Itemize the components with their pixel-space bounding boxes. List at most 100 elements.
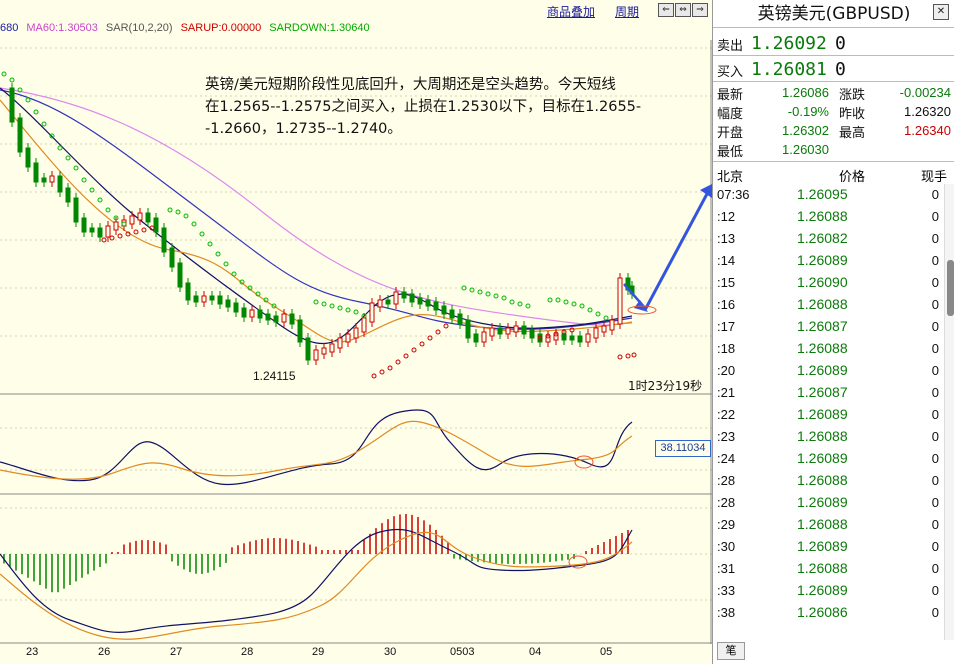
- date-tick: 0503: [450, 646, 475, 658]
- sar-dot-red: [403, 353, 409, 359]
- candle-body: [449, 309, 455, 319]
- sar-dot-red: [109, 235, 115, 241]
- tick-row: :24 1.26089 0: [713, 448, 945, 470]
- stat-change-value: -0.00234: [899, 85, 951, 100]
- tick-volume: 0: [931, 231, 939, 246]
- sar-dot-red: [395, 359, 401, 365]
- buy-volume: 0: [835, 59, 846, 80]
- candle-body: [41, 177, 47, 183]
- period-link[interactable]: 周期: [615, 5, 640, 19]
- candle-body: [393, 291, 399, 305]
- sar-dot-green: [587, 307, 593, 313]
- tick-time: :17: [717, 319, 736, 334]
- ma-fast-line: [0, 87, 633, 344]
- ticks-list[interactable]: 07:36 1.26095 0:12 1.26088 0:13 1.26082 0:14 1.…: [713, 184, 954, 640]
- chart-area[interactable]: 商品叠加 周期 ⇐ ⇔ ⇒ 680 MA60:1.30503 SAR(10,2,…: [0, 0, 712, 664]
- overlay-link[interactable]: 商品叠加: [547, 5, 596, 19]
- date-tick: 28: [241, 646, 254, 658]
- scrollbar-thumb[interactable]: [947, 260, 954, 316]
- sell-row: 卖出 1.26092 0: [713, 30, 954, 56]
- tick-volume: 0: [931, 583, 939, 598]
- stat-latest: 最新 1.26086: [717, 85, 829, 103]
- candle-body: [513, 325, 519, 333]
- tick-volume: 0: [931, 495, 939, 510]
- nav-fit-icon[interactable]: ⇔: [675, 3, 691, 17]
- tick-time: :13: [717, 231, 736, 246]
- tick-time: :21: [717, 385, 736, 400]
- arrow-line: [643, 191, 710, 311]
- tick-volume: 0: [931, 275, 939, 290]
- stat-high-value: 1.26340: [904, 123, 951, 138]
- sar-dot-green: [321, 301, 327, 307]
- candle-body: [577, 335, 583, 343]
- candle-body: [489, 327, 495, 337]
- candle-body: [289, 313, 295, 325]
- sar-dot-green: [247, 285, 253, 291]
- tick-volume: 0: [931, 297, 939, 312]
- sar-dot-red: [435, 329, 441, 335]
- date-axis: 23 26 27 28 29 30 0503 04 05: [0, 644, 712, 664]
- tick-row: 07:36 1.26095 0: [713, 184, 945, 206]
- chart-toolbar: 商品叠加 周期 ⇐ ⇔ ⇒: [0, 0, 712, 20]
- candle-body: [497, 327, 503, 335]
- tab-ticks[interactable]: 笔: [717, 642, 745, 660]
- stat-low: 最低 1.26030: [717, 142, 829, 160]
- sar-dot-green: [25, 97, 31, 103]
- tick-price: 1.26089: [797, 538, 848, 554]
- sar-label: SAR(10,2,20): [105, 22, 173, 34]
- tick-price: 1.26088: [797, 428, 848, 444]
- candle-body: [281, 313, 287, 323]
- ma-mid-line: [0, 89, 633, 330]
- sar-dot-red: [371, 373, 377, 379]
- nav-left-icon[interactable]: ⇐: [658, 3, 674, 17]
- macd-signal-line: [0, 531, 633, 640]
- date-tick: 27: [170, 646, 183, 658]
- candle-body: [425, 299, 431, 307]
- tick-row: :28 1.26089 0: [713, 492, 945, 514]
- tick-price: 1.26089: [797, 362, 848, 378]
- stats-block: 最新 1.26086 涨跌 -0.00234 幅度 -0.19% 昨收 1.26…: [713, 82, 954, 162]
- tick-time: :20: [717, 363, 736, 378]
- sar-dot-green: [73, 165, 79, 171]
- tick-time: :28: [717, 495, 736, 510]
- buy-label: 买入: [717, 65, 744, 80]
- candle-body: [545, 335, 551, 343]
- candle-body: [33, 162, 39, 183]
- sar-dot-red: [133, 229, 139, 235]
- candle-body: [249, 309, 255, 318]
- sar-dot-red: [379, 369, 385, 375]
- tick-row: :18 1.26088 0: [713, 338, 945, 360]
- candle-body: [177, 262, 183, 288]
- candle-body: [377, 299, 383, 308]
- candle-body: [561, 333, 567, 341]
- candle-body: [617, 277, 623, 325]
- candle-body: [17, 117, 23, 153]
- highlight-ellipse: [627, 305, 657, 315]
- sar-dot-green: [345, 307, 351, 313]
- candle-body: [81, 217, 87, 233]
- price-chart[interactable]: [0, 40, 712, 644]
- tick-price: 1.26086: [797, 604, 848, 620]
- sar-dot-green: [525, 303, 531, 309]
- tick-time: :30: [717, 539, 736, 554]
- date-tick: 30: [384, 646, 397, 658]
- close-icon[interactable]: ✕: [933, 4, 949, 20]
- tick-price: 1.26089: [797, 494, 848, 510]
- sar-dot-green: [223, 261, 229, 267]
- annotation-line-3: -1.2660，1.2735--1.2740。: [205, 121, 402, 137]
- tick-volume: 0: [931, 407, 939, 422]
- tick-time: :22: [717, 407, 736, 422]
- candle-body: [441, 305, 447, 315]
- ticks-scrollbar[interactable]: [944, 184, 954, 640]
- nav-right-icon[interactable]: ⇒: [692, 3, 708, 17]
- sar-dot-green: [207, 241, 213, 247]
- sar-dot-red: [101, 237, 107, 243]
- tick-row: :16 1.26088 0: [713, 294, 945, 316]
- candle-body: [337, 337, 343, 349]
- candle-body: [137, 212, 143, 221]
- candle-body: [57, 175, 63, 193]
- date-tick: 04: [529, 646, 542, 658]
- candle-body: [193, 295, 199, 303]
- candle-body: [113, 221, 119, 231]
- tick-volume: 0: [931, 539, 939, 554]
